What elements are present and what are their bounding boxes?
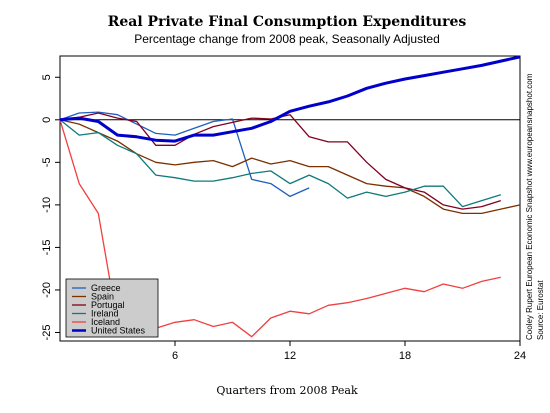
y-tick-label: -5: [41, 157, 53, 167]
chart-title: Real Private Final Consumption Expenditu…: [108, 14, 467, 30]
legend-label-iceland: Iceland: [91, 317, 120, 327]
y-tick-label: -10: [41, 197, 53, 213]
x-axis-label: Quarters from 2008 Peak: [216, 384, 358, 397]
axis-layer: 5 0 -5 -10 -15 -20 -25 6 12 18 24: [41, 74, 526, 362]
y-tick-label: -15: [41, 239, 53, 255]
y-tick-label: -25: [41, 325, 53, 341]
legend-box: [65, 278, 159, 338]
legend-label-spain: Spain: [91, 292, 114, 302]
y-tick-label: 5: [41, 74, 53, 80]
y-tick-label: 0: [41, 117, 53, 123]
series-line-ireland: [59, 119, 501, 208]
credit-line-1: Cooley Rupert European Economic Snapshot…: [525, 73, 534, 340]
series-line-portugal: [59, 112, 501, 210]
series-line-united-states: [59, 55, 521, 143]
chart-subtitle: Percentage change from 2008 peak, Season…: [134, 32, 440, 46]
series-line-greece: [59, 111, 310, 198]
x-tick-label: 12: [284, 350, 296, 362]
legend-label-ireland: Ireland: [91, 309, 119, 319]
series-line-spain: [59, 119, 521, 215]
credit-line-2: Source: Eurostat: [536, 280, 545, 340]
x-tick-label: 24: [514, 350, 526, 362]
legend-label-greece: Greece: [91, 283, 121, 293]
legend: GreeceSpainPortugalIrelandIcelandUnited …: [65, 278, 159, 338]
x-tick-label: 6: [172, 350, 178, 362]
legend-label-portugal: Portugal: [91, 300, 125, 310]
x-tick-label: 18: [399, 350, 411, 362]
legend-label-united-states: United States: [91, 326, 146, 336]
y-tick-label: -20: [41, 282, 53, 298]
